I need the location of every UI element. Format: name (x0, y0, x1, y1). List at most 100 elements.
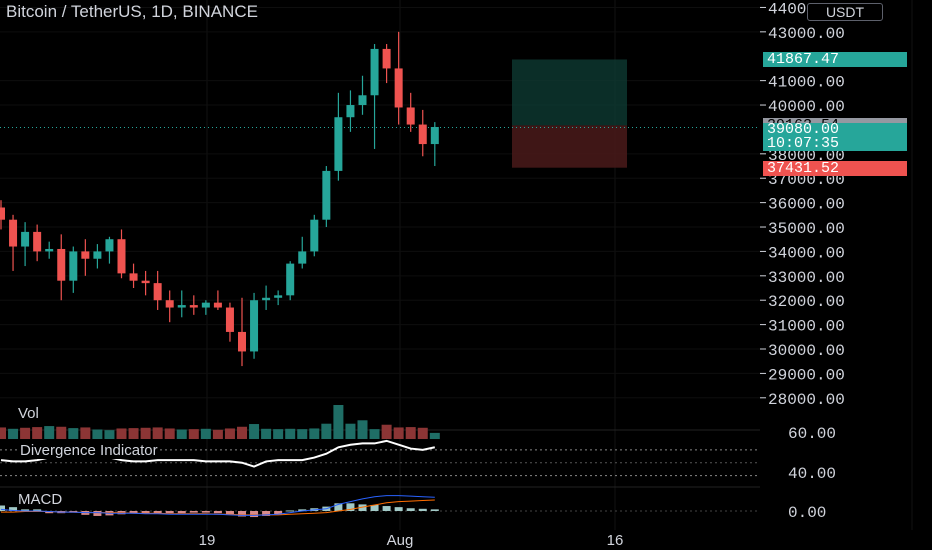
macd-histogram-bar (382, 506, 391, 511)
candle-body (322, 170, 331, 220)
candle-body (0, 207, 5, 220)
macd-histogram-bar (298, 509, 307, 511)
y-tick-label: 41000.00 (768, 74, 845, 92)
candle-body (250, 300, 259, 352)
volume-bar (321, 423, 332, 439)
symbol-title: Bitcoin / TetherUS, 1D, BINANCE (6, 2, 258, 21)
volume-bar (200, 428, 211, 439)
x-tick-label: Aug (387, 532, 414, 549)
candle-body (33, 231, 42, 252)
macd-histogram-bar (262, 511, 271, 516)
volume-bar (116, 428, 127, 439)
volume-bar (128, 428, 139, 439)
macd-histogram-bar (358, 504, 367, 511)
candle-body (165, 300, 174, 308)
indicator-tick-label: 0.00 (788, 504, 826, 522)
y-tick-label: 35000.00 (768, 220, 845, 238)
volume-bar (249, 424, 260, 439)
volume-bar (224, 428, 235, 439)
macd-histogram-bar (33, 509, 42, 511)
volume-bar (333, 405, 344, 439)
macd-histogram-bar (238, 511, 246, 517)
y-tick-label: 34000.00 (768, 244, 845, 262)
candle-body (430, 126, 439, 145)
volume-bar (273, 429, 284, 439)
volume-bar (357, 420, 368, 439)
macd-histogram-bar (141, 511, 150, 514)
candle-body (358, 95, 367, 106)
macd-histogram-bar (418, 508, 427, 511)
macd-pane-label: MACD (18, 491, 63, 508)
volume-bar (0, 427, 6, 439)
macd-histogram-bar (213, 511, 222, 514)
volume-bar (237, 426, 247, 439)
currency-button[interactable]: USDT (807, 3, 883, 21)
candle-body (298, 251, 307, 264)
y-tick-label: 30000.00 (768, 342, 845, 360)
candle-body (105, 239, 114, 252)
candle-body (177, 305, 186, 308)
volume-bar (309, 428, 320, 439)
macd-histogram-bar (165, 511, 174, 514)
x-tick-label: 16 (607, 532, 624, 549)
volume-bar (381, 424, 392, 439)
candle-body (69, 251, 78, 281)
volume-bar (212, 429, 223, 439)
candle-body (213, 302, 222, 308)
volume-bar (164, 428, 175, 439)
macd-histogram-bar (21, 509, 30, 511)
candle-body (117, 239, 126, 274)
candle-body (141, 280, 150, 284)
y-tick-label: 37000.00 (768, 171, 845, 189)
candle-body (21, 231, 30, 247)
macd-histogram-bar (93, 511, 102, 516)
volume-bar (345, 423, 356, 439)
macd-histogram-bar (129, 511, 138, 514)
volume-bar (369, 429, 380, 439)
volume-bar (32, 427, 43, 439)
candle-body (153, 283, 162, 301)
last-price-value: 39080.00 (767, 121, 840, 139)
candle-body (382, 48, 391, 69)
macd-histogram-bar (201, 511, 210, 513)
candle-body (334, 117, 343, 171)
candle-body (9, 219, 18, 247)
volume-bar (8, 428, 19, 439)
volume-bar (104, 430, 115, 439)
candle-body (274, 295, 283, 298)
macd-histogram-bar (406, 508, 415, 511)
volume-bar (152, 427, 163, 439)
candle-body (310, 219, 319, 252)
candle-body (394, 68, 403, 108)
y-tick-label: 32000.00 (768, 293, 845, 311)
divergence-pane-label: Divergence Indicator (18, 442, 160, 459)
candle-body (370, 48, 379, 96)
x-tick-label: 19 (199, 532, 216, 549)
candle-body (129, 273, 138, 281)
candle-body (189, 305, 198, 308)
macd-histogram-bar (250, 511, 259, 518)
macd-histogram-bar (177, 511, 186, 514)
y-tick-label: 31000.00 (768, 318, 845, 336)
candle-body (225, 307, 234, 332)
candle-body (81, 251, 90, 259)
candle-body (286, 263, 295, 296)
candle-body (418, 124, 427, 145)
volume-bar (92, 429, 103, 439)
macd-histogram-bar (189, 511, 198, 513)
macd-histogram-bar (9, 507, 18, 511)
y-tick-label: 40000.00 (768, 98, 845, 116)
y-tick-label: 28000.00 (768, 391, 845, 409)
volume-bar (20, 427, 31, 439)
volume-bar (285, 428, 296, 439)
y-tick-label: 29000.00 (768, 366, 845, 384)
macd-histogram-bar (225, 511, 234, 515)
macd-histogram-bar (153, 511, 162, 514)
macd-histogram-bar (45, 511, 54, 514)
candle-body (57, 248, 66, 281)
macd-histogram-bar (286, 510, 295, 512)
macd-histogram-bar (430, 509, 439, 511)
y-tick-label: 43000.00 (768, 25, 845, 43)
indicator-tick-label: 40.00 (788, 465, 836, 483)
